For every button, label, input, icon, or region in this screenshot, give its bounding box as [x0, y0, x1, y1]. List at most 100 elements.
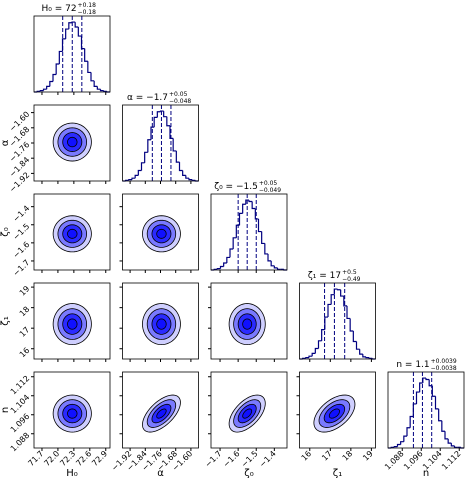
panel — [119, 193, 199, 273]
y-tick-label: −1.5 — [11, 222, 31, 242]
contour — [242, 318, 253, 330]
title-plus: +0.5 — [342, 269, 357, 276]
panel-frame — [33, 282, 111, 360]
x-tick-label: 19 — [361, 449, 375, 463]
histogram-bin — [267, 253, 272, 262]
histogram-bin — [324, 316, 328, 330]
histogram-bin — [368, 357, 373, 359]
x-axis-label: n — [423, 468, 429, 479]
x-tick-label: −1.4 — [258, 449, 278, 469]
histogram-bin — [425, 378, 430, 381]
title-minus: −0.049 — [259, 187, 281, 194]
histogram-bin — [185, 175, 189, 179]
histogram-bin — [431, 385, 436, 397]
histogram-bin — [444, 431, 449, 440]
panel-frame — [210, 193, 288, 271]
histogram-bin — [153, 116, 158, 128]
histogram-bin — [147, 139, 151, 153]
histogram-bin — [447, 438, 452, 444]
histogram-bin — [55, 63, 60, 75]
histogram-bin — [216, 268, 221, 270]
histogram-bin — [346, 305, 351, 320]
histogram-bin — [84, 48, 88, 62]
contours — [142, 215, 181, 253]
histogram-bin — [90, 72, 95, 82]
histogram-bin — [169, 125, 174, 139]
panel-title: ζ₁ = 17 — [308, 271, 341, 281]
contours — [228, 394, 266, 433]
contour — [328, 408, 340, 419]
histogram-bin — [223, 262, 227, 267]
histogram-bin — [242, 203, 246, 214]
y-tick-label: −1.7 — [11, 258, 31, 278]
histogram-bin — [434, 396, 439, 410]
panel — [31, 282, 111, 362]
histogram-bin — [42, 88, 47, 91]
histogram-bin — [99, 89, 104, 92]
y-tick-label: 1.112 — [9, 374, 32, 397]
title-minus: −0.0038 — [431, 365, 457, 372]
panel-title: α = −1.7 — [127, 93, 168, 103]
title-plus: +0.05 — [169, 91, 188, 98]
x-tick-label: 1.112 — [440, 449, 463, 472]
y-axis-label: ζ₀ — [0, 227, 11, 236]
title-plus: +0.18 — [78, 2, 97, 9]
contours — [52, 122, 92, 162]
title-minus: −0.048 — [169, 98, 191, 105]
histogram-bin — [166, 116, 170, 127]
contour — [67, 136, 78, 148]
histogram-bin — [438, 408, 442, 422]
histogram-bin — [251, 201, 256, 210]
contour — [242, 408, 253, 419]
x-tick-label: 18 — [341, 449, 355, 463]
histogram-bin — [219, 265, 224, 269]
panel-frame — [299, 282, 376, 360]
title-minus: −0.18 — [78, 9, 97, 16]
histogram-bin — [403, 435, 407, 442]
panel-title: H₀ = 72 — [41, 4, 76, 14]
histogram-bin — [182, 170, 186, 177]
y-axis-label: α — [0, 139, 11, 146]
title-minus: −0.49 — [342, 276, 361, 283]
histogram-bin — [362, 354, 366, 358]
title-plus: +0.0039 — [431, 358, 457, 365]
title-plus: +0.05 — [259, 180, 278, 187]
histogram-bin — [140, 162, 145, 171]
panel — [31, 193, 111, 273]
contours — [52, 394, 92, 433]
histogram-bin — [396, 443, 401, 447]
y-tick-label: 1.088 — [9, 431, 32, 454]
x-tick-label: 17 — [320, 449, 334, 463]
histogram-bin — [96, 86, 101, 90]
histogram-bin — [257, 218, 262, 233]
y-tick-label: 19 — [18, 284, 32, 298]
panel-title: n = 1.1 — [396, 360, 429, 370]
histogram-bin — [137, 169, 142, 176]
panel-frame — [299, 371, 376, 449]
panel — [119, 371, 199, 451]
panel — [119, 282, 199, 362]
panel-frame — [210, 371, 288, 449]
histogram-bin — [74, 22, 79, 28]
histogram-bin — [52, 73, 57, 82]
y-axis-label: ζ₁ — [0, 316, 11, 325]
x-axis-label: α — [157, 468, 164, 479]
histogram-bin — [305, 357, 309, 359]
contour — [156, 228, 167, 239]
panel — [387, 371, 465, 451]
histogram-bin — [409, 415, 414, 428]
histogram-bin — [77, 26, 82, 37]
x-tick-label: 71.7 — [26, 449, 45, 468]
histogram-bin — [178, 162, 183, 172]
histogram-bin — [270, 260, 275, 267]
y-tick-label: 17 — [18, 325, 32, 339]
histogram-bin — [343, 296, 347, 307]
panel-frame — [33, 193, 111, 271]
histogram-bin — [131, 177, 136, 180]
contour — [67, 408, 78, 419]
histogram-bin — [450, 443, 455, 447]
x-tick-label: −1.6 — [221, 449, 241, 469]
x-tick-label: 1.096 — [402, 449, 425, 472]
histogram-bin — [415, 391, 420, 404]
x-axis-label: H₀ — [66, 468, 78, 479]
